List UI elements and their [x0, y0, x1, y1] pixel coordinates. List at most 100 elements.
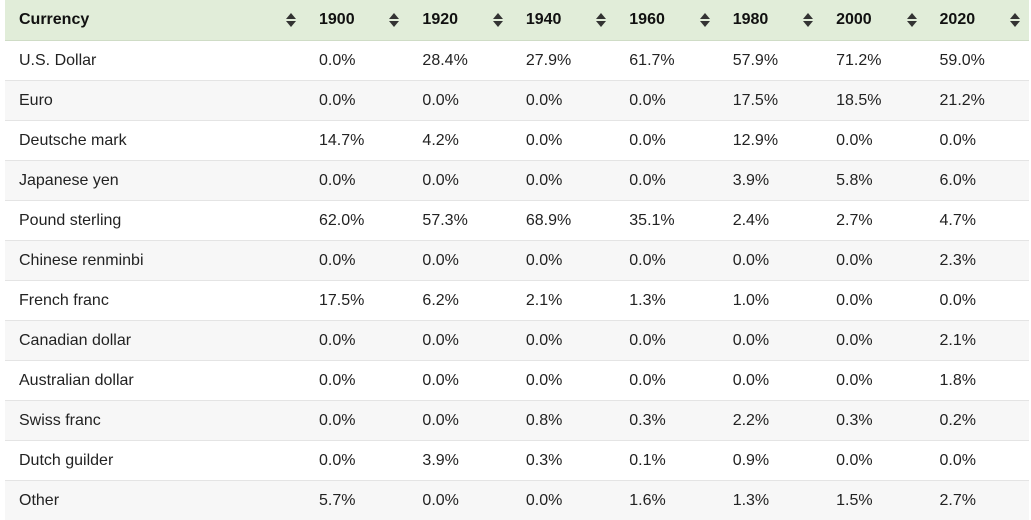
share-value-cell: 2.3%: [925, 240, 1029, 281]
currency-name-cell: French franc: [5, 280, 305, 321]
sort-arrows-icon[interactable]: [802, 12, 814, 28]
table-row: Chinese renminbi 0.0% 0.0% 0.0% 0.0% 0.0% 0.0%…: [5, 240, 1029, 281]
column-header-label: Currency: [19, 11, 90, 28]
share-value-cell: 57.3%: [408, 200, 512, 241]
share-value-cell: 6.0%: [925, 160, 1029, 201]
column-header-content: 2020: [926, 0, 1029, 40]
share-value-cell: 68.9%: [511, 200, 616, 241]
share-value-cell: 2.1%: [925, 320, 1029, 361]
column-header-2000[interactable]: 2000: [822, 0, 926, 41]
share-value-cell: 17.5%: [718, 80, 823, 121]
column-header-2020[interactable]: 2020: [925, 0, 1029, 41]
share-value-cell: 0.0%: [822, 440, 926, 481]
table-row: Deutsche mark 14.7% 4.2% 0.0% 0.0% 12.9% 0.0% 0…: [5, 120, 1029, 161]
share-value-cell: 0.0%: [615, 360, 719, 401]
table-row: Japanese yen 0.0% 0.0% 0.0% 0.0% 3.9% 5.8% 6.0%: [5, 160, 1029, 201]
column-header-label: 1900: [319, 11, 355, 28]
share-value-cell: 0.0%: [718, 360, 823, 401]
currency-name-cell: Deutsche mark: [5, 120, 305, 161]
share-value-cell: 3.9%: [408, 440, 512, 481]
share-value-cell: 0.0%: [925, 120, 1029, 161]
share-value-cell: 0.0%: [408, 400, 512, 441]
share-value-cell: 0.0%: [408, 480, 512, 520]
column-header-1900[interactable]: 1900: [305, 0, 409, 41]
share-value-cell: 0.0%: [615, 160, 719, 201]
share-value-cell: 0.8%: [511, 400, 616, 441]
share-value-cell: 2.7%: [822, 200, 926, 241]
share-value-cell: 0.3%: [615, 400, 719, 441]
share-value-cell: 14.7%: [305, 120, 409, 161]
share-value-cell: 0.0%: [408, 160, 512, 201]
share-value-cell: 17.5%: [305, 280, 409, 321]
sort-arrows-icon[interactable]: [285, 12, 297, 28]
share-value-cell: 1.5%: [822, 480, 926, 520]
sort-arrows-icon[interactable]: [595, 12, 607, 28]
share-value-cell: 61.7%: [615, 40, 719, 81]
share-value-cell: 0.0%: [615, 320, 719, 361]
share-value-cell: 0.0%: [408, 360, 512, 401]
share-value-cell: 0.0%: [305, 320, 409, 361]
share-value-cell: 6.2%: [408, 280, 512, 321]
share-value-cell: 59.0%: [925, 40, 1029, 81]
column-header-content: 1920: [408, 0, 511, 40]
column-header-content: 1980: [719, 0, 822, 40]
share-value-cell: 0.0%: [822, 240, 926, 281]
column-header-content: Currency: [5, 0, 305, 40]
currency-name-cell: Australian dollar: [5, 360, 305, 401]
sort-arrows-icon[interactable]: [699, 12, 711, 28]
table-row: French franc 17.5% 6.2% 2.1% 1.3% 1.0% 0.0% 0.0…: [5, 280, 1029, 321]
share-value-cell: 1.6%: [615, 480, 719, 520]
column-header-label: 1920: [422, 11, 459, 28]
share-value-cell: 28.4%: [408, 40, 512, 81]
share-value-cell: 0.0%: [511, 160, 616, 201]
share-value-cell: 5.8%: [822, 160, 926, 201]
column-header-content: 1900: [305, 0, 408, 40]
share-value-cell: 0.0%: [305, 40, 409, 81]
column-header-content: 2000: [822, 0, 925, 40]
share-value-cell: 0.0%: [511, 120, 616, 161]
column-header-content: 1940: [512, 0, 615, 40]
share-value-cell: 0.0%: [408, 240, 512, 281]
share-value-cell: 0.9%: [718, 440, 823, 481]
share-value-cell: 2.4%: [718, 200, 823, 241]
table-row: Other 5.7% 0.0% 0.0% 1.6% 1.3% 1.5% 2.7%: [5, 480, 1029, 520]
sort-arrows-icon[interactable]: [492, 12, 504, 28]
column-header-label: 2020: [939, 11, 976, 28]
share-value-cell: 0.0%: [822, 280, 926, 321]
currency-name-cell: Euro: [5, 80, 305, 121]
share-value-cell: 0.0%: [925, 280, 1029, 321]
column-header-content: 1960: [615, 0, 718, 40]
currency-name-cell: Swiss franc: [5, 400, 305, 441]
table-row: U.S. Dollar 0.0% 28.4% 27.9% 61.7% 57.9% 71.2%…: [5, 40, 1029, 81]
share-value-cell: 4.7%: [925, 200, 1029, 241]
share-value-cell: 71.2%: [822, 40, 926, 81]
share-value-cell: 57.9%: [718, 40, 823, 81]
share-value-cell: 1.3%: [615, 280, 719, 321]
share-value-cell: 0.0%: [305, 360, 409, 401]
table-row: Swiss franc 0.0% 0.0% 0.8% 0.3% 2.2% 0.3% 0.2%: [5, 400, 1029, 441]
share-value-cell: 0.3%: [822, 400, 926, 441]
share-value-cell: 0.0%: [615, 120, 719, 161]
column-header-label: 1980: [732, 11, 769, 28]
sort-arrows-icon[interactable]: [906, 12, 918, 28]
column-header-1980[interactable]: 1980: [718, 0, 823, 41]
sort-arrows-icon[interactable]: [1009, 12, 1021, 28]
share-value-cell: 0.0%: [925, 440, 1029, 481]
table-row: Dutch guilder 0.0% 3.9% 0.3% 0.1% 0.9% 0.0% 0.0…: [5, 440, 1029, 481]
share-value-cell: 0.0%: [511, 240, 616, 281]
column-header-1940[interactable]: 1940: [511, 0, 616, 41]
column-header-currency[interactable]: Currency: [5, 0, 305, 41]
share-value-cell: 0.0%: [718, 320, 823, 361]
share-value-cell: 21.2%: [925, 80, 1029, 121]
table-row: Canadian dollar 0.0% 0.0% 0.0% 0.0% 0.0% 0.0% 2…: [5, 320, 1029, 361]
sort-arrows-icon[interactable]: [388, 12, 400, 28]
currency-name-cell: Japanese yen: [5, 160, 305, 201]
column-header-1960[interactable]: 1960: [615, 0, 719, 41]
column-header-1920[interactable]: 1920: [408, 0, 512, 41]
column-header-label: 1960: [629, 11, 665, 28]
share-value-cell: 0.0%: [511, 480, 616, 520]
share-value-cell: 62.0%: [305, 200, 409, 241]
share-value-cell: 0.0%: [305, 440, 409, 481]
share-value-cell: 0.0%: [305, 400, 409, 441]
share-value-cell: 0.0%: [408, 80, 512, 121]
